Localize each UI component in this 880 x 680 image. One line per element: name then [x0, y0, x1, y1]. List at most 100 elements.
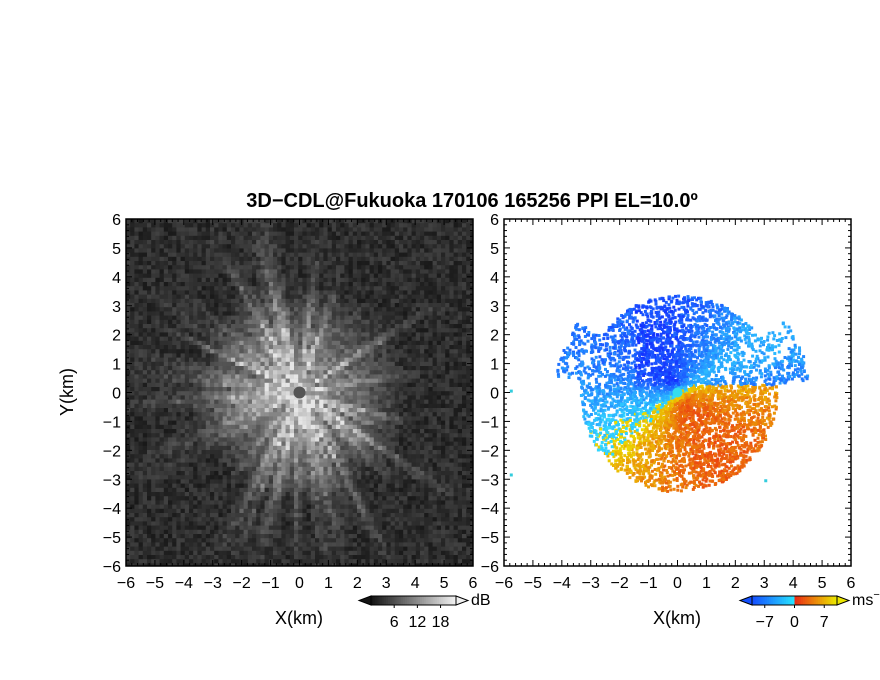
reflectivity-cell: [168, 361, 173, 367]
reflectivity-cell: [369, 508, 375, 514]
reflectivity-cell: [201, 445, 207, 451]
reflectivity-cell: [285, 504, 291, 510]
reflectivity-cell: [180, 370, 186, 375]
reflectivity-cell: [138, 395, 144, 400]
reflectivity-cell: [226, 303, 232, 308]
reflectivity-cell: [172, 286, 177, 291]
reflectivity-cell: [285, 441, 291, 447]
reflectivity-cell: [252, 277, 257, 283]
reflectivity-cell: [361, 290, 366, 295]
reflectivity-cell: [197, 399, 202, 405]
reflectivity-cell: [210, 412, 215, 417]
reflectivity-cell: [197, 244, 202, 249]
reflectivity-cell: [201, 387, 207, 392]
reflectivity-cell: [222, 454, 228, 459]
reflectivity-cell: [252, 395, 257, 400]
reflectivity-cell: [277, 542, 282, 547]
reflectivity-cell: [252, 550, 257, 556]
reflectivity-cell: [306, 277, 312, 283]
reflectivity-cell: [247, 538, 253, 543]
reflectivity-cell: [327, 424, 333, 430]
reflectivity-cell: [348, 458, 354, 463]
reflectivity-cell: [260, 458, 265, 463]
reflectivity-cell: [243, 277, 249, 283]
reflectivity-cell: [340, 324, 345, 329]
reflectivity-cell: [214, 475, 219, 480]
reflectivity-cell: [239, 458, 244, 463]
reflectivity-cell: [348, 395, 354, 400]
reflectivity-cell: [365, 500, 370, 505]
reflectivity-cell: [310, 219, 316, 224]
reflectivity-cell: [315, 328, 320, 333]
reflectivity-cell: [218, 496, 223, 501]
reflectivity-cell: [126, 282, 131, 287]
reflectivity-cell: [281, 361, 286, 367]
reflectivity-cell: [369, 546, 375, 552]
reflectivity-cell: [218, 420, 223, 426]
reflectivity-cell: [289, 319, 295, 325]
reflectivity-cell: [294, 513, 299, 518]
reflectivity-cell: [151, 269, 156, 274]
reflectivity-cell: [302, 525, 307, 531]
reflectivity-cell: [327, 550, 333, 556]
reflectivity-cell: [138, 483, 144, 489]
reflectivity-cell: [126, 336, 131, 342]
reflectivity-cell: [176, 429, 181, 434]
reflectivity-cell: [201, 521, 207, 526]
reflectivity-cell: [252, 223, 257, 228]
reflectivity-cell: [189, 513, 194, 518]
reflectivity-cell: [193, 471, 198, 476]
reflectivity-cell: [134, 311, 139, 316]
reflectivity-cell: [298, 538, 303, 543]
reflectivity-cell: [310, 479, 316, 484]
reflectivity-cell: [289, 525, 295, 531]
reflectivity-cell: [268, 408, 274, 413]
reflectivity-cell: [134, 307, 139, 312]
reflectivity-cell: [130, 336, 135, 342]
reflectivity-cell: [205, 219, 211, 224]
reflectivity-cell: [243, 391, 249, 396]
reflectivity-cell: [264, 466, 270, 472]
reflectivity-cell: [201, 391, 207, 396]
reflectivity-cell: [239, 408, 244, 413]
reflectivity-cell: [168, 563, 173, 566]
reflectivity-cell: [277, 340, 282, 346]
reflectivity-cell: [180, 328, 186, 333]
reflectivity-cell: [298, 349, 303, 354]
reflectivity-cell: [218, 349, 223, 354]
reflectivity-cell: [260, 349, 265, 354]
reflectivity-cell: [357, 382, 362, 388]
reflectivity-cell: [222, 294, 228, 300]
reflectivity-cell: [306, 269, 312, 274]
reflectivity-cell: [218, 504, 223, 510]
reflectivity-cell: [294, 227, 299, 232]
reflectivity-cell: [130, 521, 135, 526]
reflectivity-cell: [226, 445, 232, 451]
reflectivity-cell: [214, 424, 219, 430]
reflectivity-cell: [256, 462, 261, 468]
reflectivity-cell: [176, 458, 181, 463]
reflectivity-cell: [147, 349, 152, 354]
reflectivity-cell: [310, 462, 316, 468]
reflectivity-cell: [193, 248, 198, 253]
reflectivity-cell: [138, 244, 144, 249]
reflectivity-cell: [281, 353, 286, 358]
reflectivity-cell: [155, 256, 160, 262]
reflectivity-cell: [189, 399, 194, 405]
reflectivity-cell: [163, 496, 169, 501]
reflectivity-cell: [256, 261, 261, 266]
reflectivity-cell: [222, 235, 228, 241]
reflectivity-cell: [331, 420, 337, 426]
reflectivity-cell: [294, 534, 299, 539]
reflectivity-cell: [226, 458, 232, 463]
reflectivity-cell: [361, 227, 366, 232]
reflectivity-cell: [323, 265, 328, 270]
reflectivity-cell: [189, 277, 194, 283]
reflectivity-cell: [159, 248, 165, 253]
reflectivity-cell: [214, 458, 219, 463]
reflectivity-cell: [310, 273, 316, 279]
reflectivity-cell: [218, 546, 223, 552]
reflectivity-cell: [369, 496, 375, 501]
reflectivity-cell: [310, 408, 316, 413]
reflectivity-cell: [273, 231, 278, 237]
